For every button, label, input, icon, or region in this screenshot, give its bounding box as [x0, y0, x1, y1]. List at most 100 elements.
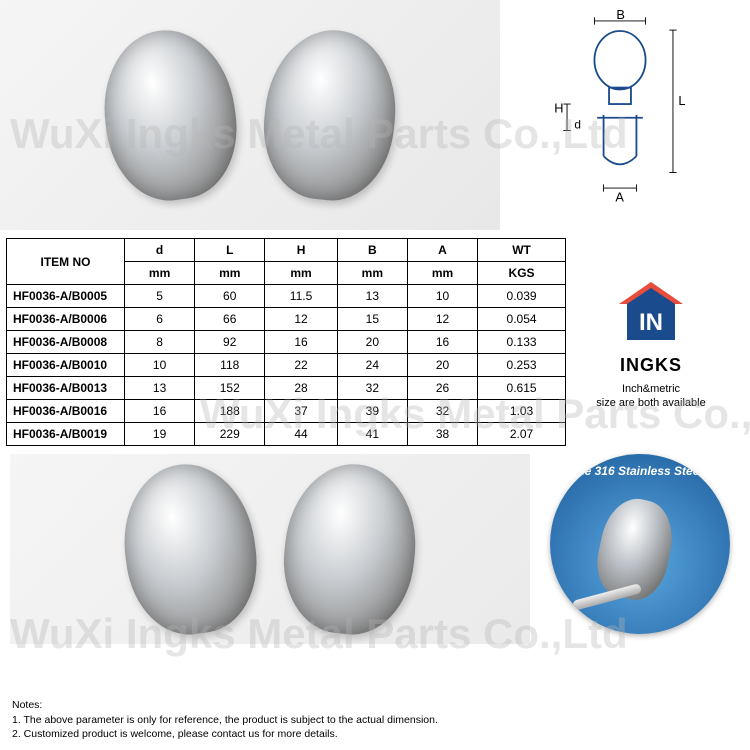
value-cell: 92 [195, 331, 265, 354]
value-cell: 11.5 [265, 285, 337, 308]
table-row: HF0036-A/B0019192294441382.07 [7, 423, 566, 446]
value-cell: 28 [265, 377, 337, 400]
value-cell: 16 [265, 331, 337, 354]
value-cell: 0.253 [478, 354, 566, 377]
value-cell: 13 [125, 377, 195, 400]
svg-text:IN: IN [639, 309, 663, 336]
diag-label-l: L [678, 93, 685, 108]
value-cell: 0.054 [478, 308, 566, 331]
col-h: H [265, 239, 337, 262]
item-cell: HF0036-A/B0006 [7, 308, 125, 331]
value-cell: 32 [337, 377, 407, 400]
col-d: d [125, 239, 195, 262]
brand-logo-icon: IN [611, 278, 691, 348]
table-row: HF0036-A/B0010101182224200.253 [7, 354, 566, 377]
value-cell: 19 [125, 423, 195, 446]
value-cell: 0.133 [478, 331, 566, 354]
product-photo-main [0, 0, 500, 230]
table-row: HF0036-A/B0013131522832260.615 [7, 377, 566, 400]
value-cell: 188 [195, 400, 265, 423]
swivel-render-2 [256, 24, 403, 207]
unit-b: mm [337, 262, 407, 285]
value-cell: 0.039 [478, 285, 566, 308]
value-cell: 12 [407, 308, 477, 331]
value-cell: 16 [407, 331, 477, 354]
diag-label-d: d [574, 118, 581, 132]
value-cell: 5 [125, 285, 195, 308]
value-cell: 26 [407, 377, 477, 400]
value-cell: 2.07 [478, 423, 566, 446]
product-photo-bottom [10, 454, 530, 644]
value-cell: 32 [407, 400, 477, 423]
item-cell: HF0036-A/B0005 [7, 285, 125, 308]
brand-name: INGKS [566, 355, 736, 376]
dimension-diagram: B L H d A [500, 0, 740, 230]
material-badge: de 316 Stainless Steel [550, 454, 730, 634]
item-cell: HF0036-A/B0019 [7, 423, 125, 446]
value-cell: 229 [195, 423, 265, 446]
badge-text: de 316 Stainless Steel [550, 464, 730, 478]
table-row: HF0036-A/B00066661215120.054 [7, 308, 566, 331]
bottom-section: de 316 Stainless Steel [0, 454, 750, 654]
table-row: HF0036-A/B0016161883739321.03 [7, 400, 566, 423]
item-cell: HF0036-A/B0013 [7, 377, 125, 400]
value-cell: 41 [337, 423, 407, 446]
notes-block: Notes: 1. The above parameter is only fo… [12, 698, 438, 742]
item-cell: HF0036-A/B0010 [7, 354, 125, 377]
item-cell: HF0036-A/B0016 [7, 400, 125, 423]
value-cell: 10 [407, 285, 477, 308]
unit-a: mm [407, 262, 477, 285]
tagline-1: Inch&metric [622, 383, 680, 395]
diag-label-h: H [554, 100, 563, 115]
unit-h: mm [265, 262, 337, 285]
value-cell: 38 [407, 423, 477, 446]
col-b: B [337, 239, 407, 262]
value-cell: 22 [265, 354, 337, 377]
value-cell: 6 [125, 308, 195, 331]
table-header: ITEM NO d L H B A WT mm mm mm mm mm KGS [7, 239, 566, 285]
swivel-render-4 [276, 458, 423, 641]
col-a: A [407, 239, 477, 262]
col-itemno: ITEM NO [7, 239, 125, 285]
value-cell: 16 [125, 400, 195, 423]
mid-section: ITEM NO d L H B A WT mm mm mm mm mm KGS … [0, 230, 750, 446]
value-cell: 13 [337, 285, 407, 308]
value-cell: 20 [337, 331, 407, 354]
table-body: HF0036-A/B000556011.513100.039HF0036-A/B… [7, 285, 566, 446]
unit-d: mm [125, 262, 195, 285]
brand-tagline: Inch&metric size are both available [566, 382, 736, 411]
swivel-render-1 [94, 22, 246, 208]
swivel-render-3 [114, 456, 266, 642]
value-cell: 37 [265, 400, 337, 423]
value-cell: 0.615 [478, 377, 566, 400]
value-cell: 8 [125, 331, 195, 354]
value-cell: 118 [195, 354, 265, 377]
unit-l: mm [195, 262, 265, 285]
item-cell: HF0036-A/B0008 [7, 331, 125, 354]
value-cell: 24 [337, 354, 407, 377]
diag-label-a: A [615, 190, 624, 205]
diag-label-b: B [616, 10, 625, 22]
value-cell: 60 [195, 285, 265, 308]
tagline-2: size are both available [596, 397, 705, 409]
spec-table: ITEM NO d L H B A WT mm mm mm mm mm KGS … [6, 238, 566, 446]
table-row: HF0036-A/B000556011.513100.039 [7, 285, 566, 308]
value-cell: 39 [337, 400, 407, 423]
logo-block: IN INGKS Inch&metric size are both avail… [566, 238, 736, 411]
value-cell: 66 [195, 308, 265, 331]
value-cell: 12 [265, 308, 337, 331]
value-cell: 1.03 [478, 400, 566, 423]
value-cell: 152 [195, 377, 265, 400]
value-cell: 10 [125, 354, 195, 377]
table-row: HF0036-A/B00088921620160.133 [7, 331, 566, 354]
value-cell: 20 [407, 354, 477, 377]
notes-title: Notes: [12, 698, 438, 713]
top-section: B L H d A [0, 0, 750, 230]
value-cell: 44 [265, 423, 337, 446]
notes-line-2: 2. Customized product is welcome, please… [12, 727, 438, 742]
value-cell: 15 [337, 308, 407, 331]
col-l: L [195, 239, 265, 262]
col-wt: WT [478, 239, 566, 262]
unit-wt: KGS [478, 262, 566, 285]
notes-line-1: 1. The above parameter is only for refer… [12, 713, 438, 728]
